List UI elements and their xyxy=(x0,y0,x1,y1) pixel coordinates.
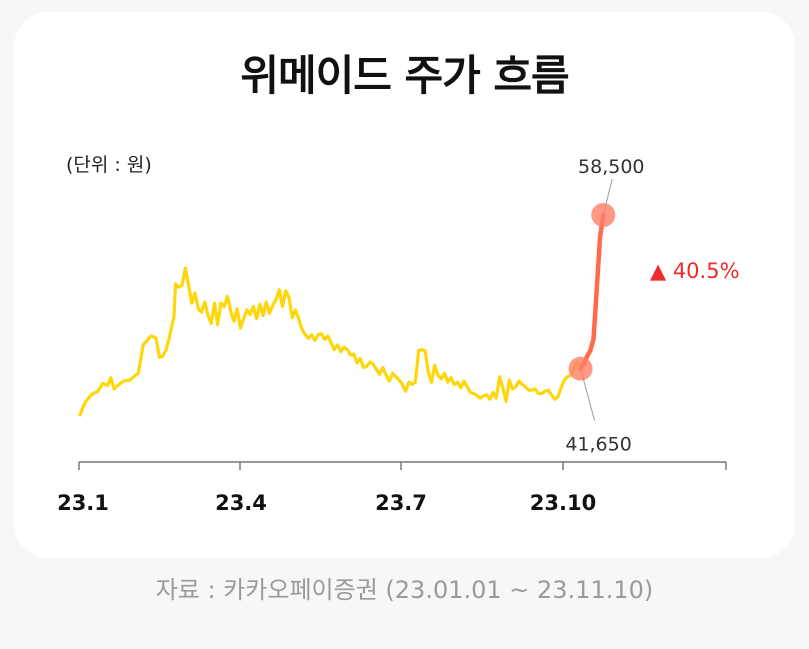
series-line-1 xyxy=(78,266,583,417)
x-tick-label: 23.4 xyxy=(215,491,267,515)
x-tick-label: 23.10 xyxy=(530,491,596,515)
chart-title: 위메이드 주가 흐름 xyxy=(240,51,569,100)
annotations: 58,500 41,650 ▲ 40.5% xyxy=(565,156,739,456)
series-line-2 xyxy=(578,212,606,371)
source-note: 자료 : 카카오페이증권 (23.01.01 ~ 23.11.10) xyxy=(155,576,654,604)
chart-card xyxy=(14,12,795,558)
unit-label: (단위 : 원) xyxy=(66,154,152,176)
x-tick-label: 23.1 xyxy=(57,491,109,515)
change-percent-label: ▲ 40.5% xyxy=(650,259,740,283)
low-value-label: 41,650 xyxy=(565,434,631,456)
x-tick-label: 23.7 xyxy=(375,491,427,515)
high-point-marker xyxy=(591,202,616,227)
x-axis: 23.1 23.4 23.7 23.10 xyxy=(57,461,727,515)
low-point-marker xyxy=(568,356,593,381)
high-value-label: 58,500 xyxy=(578,156,644,178)
series-lines xyxy=(78,212,606,417)
